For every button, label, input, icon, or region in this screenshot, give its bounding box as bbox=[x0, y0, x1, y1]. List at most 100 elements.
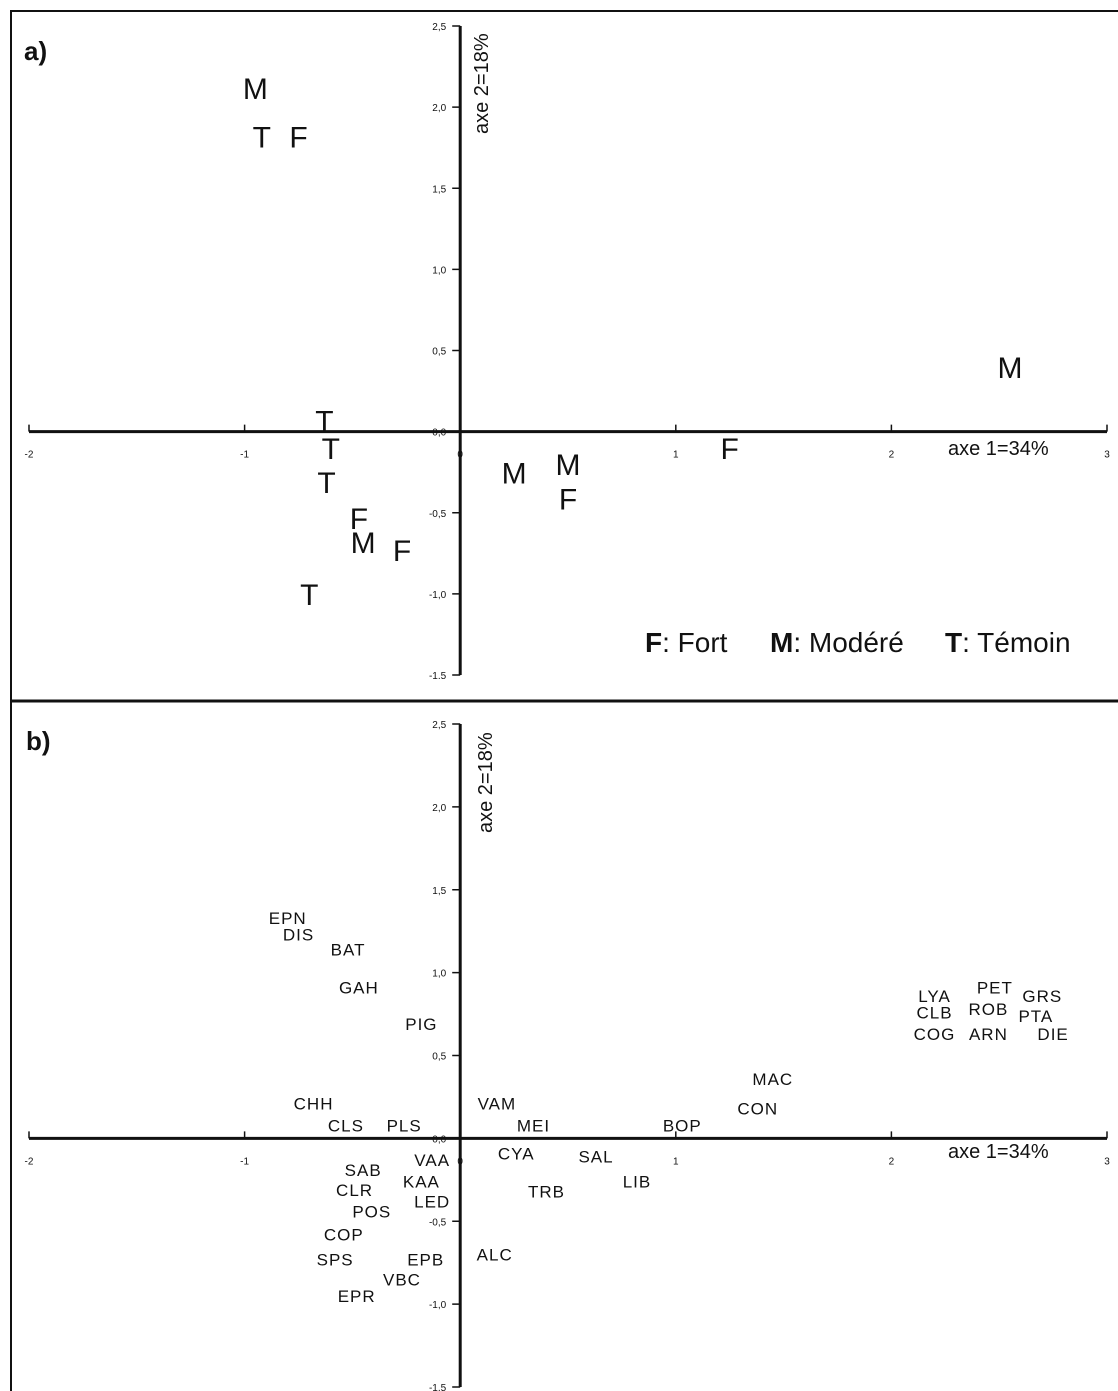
x-tick-label: 3 bbox=[1104, 450, 1110, 461]
panel-a-y-axis-title: axe 2=18% bbox=[471, 33, 493, 134]
legend-fort: F: Fort bbox=[645, 627, 728, 658]
species-point-kaa: KAA bbox=[403, 1173, 440, 1192]
legend-modere: M: Modéré bbox=[770, 627, 904, 658]
panel-b-x-axis-title: axe 1=34% bbox=[948, 1141, 1049, 1163]
species-point-pig: PIG bbox=[405, 1015, 437, 1034]
species-point-vam: VAM bbox=[478, 1095, 517, 1114]
species-point-cya: CYA bbox=[498, 1144, 535, 1163]
species-point-epr: EPR bbox=[338, 1287, 376, 1306]
species-point-pta: PTA bbox=[1018, 1007, 1053, 1026]
site-point-m: M bbox=[351, 527, 376, 560]
y-tick-label: 2,0 bbox=[432, 803, 446, 814]
x-tick-label: 1 bbox=[673, 1156, 679, 1167]
species-point-led: LED bbox=[414, 1193, 450, 1212]
site-point-f: F bbox=[289, 121, 307, 154]
species-point-bop: BOP bbox=[663, 1116, 702, 1135]
site-point-f: F bbox=[721, 433, 739, 466]
x-tick-label: 0 bbox=[457, 450, 463, 461]
panel-a-label: a) bbox=[24, 36, 47, 66]
species-point-pet: PET bbox=[977, 979, 1013, 998]
site-point-m: M bbox=[556, 449, 581, 482]
site-point-f: F bbox=[393, 535, 411, 568]
panel-b-y-axis-title: axe 2=18% bbox=[475, 732, 497, 833]
x-tick-label: -2 bbox=[25, 1156, 34, 1167]
site-point-f: F bbox=[350, 503, 368, 536]
figure-frame bbox=[10, 10, 1118, 1391]
y-tick-label: 0,5 bbox=[432, 347, 446, 358]
site-point-t: T bbox=[322, 433, 340, 466]
species-point-cog: COG bbox=[914, 1025, 956, 1044]
y-tick-label: -1,5 bbox=[429, 1383, 447, 1391]
y-tick-label: 0,0 bbox=[432, 428, 446, 439]
species-point-pos: POS bbox=[352, 1202, 391, 1221]
y-tick-label: 2,5 bbox=[432, 22, 446, 33]
site-point-f: F bbox=[559, 483, 577, 516]
species-point-cls: CLS bbox=[328, 1116, 364, 1135]
species-point-con: CON bbox=[737, 1100, 778, 1119]
legend-temoin-text: : Témoin bbox=[962, 627, 1070, 658]
x-tick-label: 1 bbox=[673, 450, 679, 461]
panel-a-site-ordination: a) -2 -1 0 1 2 3 2,5 2,0 1,5 1,0 0,5 0,0 -0,5 -1,0 -1.… bbox=[24, 22, 1110, 682]
y-tick-label: -1,0 bbox=[429, 590, 447, 601]
legend-modere-text: : Modéré bbox=[793, 627, 904, 658]
species-point-chh: CHH bbox=[294, 1095, 334, 1114]
species-point-arn: ARN bbox=[969, 1025, 1008, 1044]
x-tick-label: 2 bbox=[889, 450, 895, 461]
species-point-grs: GRS bbox=[1022, 987, 1062, 1006]
y-tick-label: 1,0 bbox=[432, 265, 446, 276]
site-point-t: T bbox=[300, 579, 318, 612]
species-point-mac: MAC bbox=[752, 1070, 793, 1089]
species-point-cop: COP bbox=[324, 1226, 364, 1245]
y-tick-label: -1.5 bbox=[429, 671, 447, 682]
x-tick-label: 2 bbox=[889, 1156, 895, 1167]
species-point-sps: SPS bbox=[317, 1251, 354, 1270]
species-point-gah: GAH bbox=[339, 979, 379, 998]
site-point-t: T bbox=[315, 405, 333, 438]
species-point-alc: ALC bbox=[477, 1246, 513, 1265]
x-tick-label: 0 bbox=[457, 1156, 463, 1167]
y-tick-label: 1,5 bbox=[432, 184, 446, 195]
y-tick-label: 1,5 bbox=[432, 886, 446, 897]
panel-b-species-ordination: b) -2 -1 0 1 2 3 2,5 2,0 1,5 1,0 0,5 0,0 -0,5 -1,0 -1,… bbox=[25, 720, 1111, 1391]
site-point-m: M bbox=[502, 457, 527, 490]
panel-a-axes: -2 -1 0 1 2 3 2,5 2,0 1,5 1,0 0,5 0,0 -0,5 -1,0 -1.5 bbox=[25, 22, 1111, 682]
y-tick-label: -1,0 bbox=[429, 1300, 447, 1311]
species-point-trb: TRB bbox=[528, 1183, 565, 1202]
x-tick-label: -1 bbox=[240, 450, 249, 461]
x-tick-label: -1 bbox=[240, 1156, 249, 1167]
species-point-clb: CLB bbox=[916, 1004, 952, 1023]
y-tick-label: 0,5 bbox=[432, 1052, 446, 1063]
panel-a-x-axis-title: axe 1=34% bbox=[948, 438, 1049, 460]
y-tick-label: 2,5 bbox=[432, 720, 446, 731]
species-point-die: DIE bbox=[1037, 1025, 1068, 1044]
species-point-bat: BAT bbox=[331, 941, 366, 960]
site-point-t: T bbox=[317, 467, 335, 500]
legend-temoin: T: Témoin bbox=[945, 627, 1071, 658]
panel-a-legend: F: Fort M: Modéré T: Témoin bbox=[645, 627, 1071, 658]
species-point-sab: SAB bbox=[345, 1161, 382, 1180]
species-point-epn: EPN bbox=[269, 909, 307, 928]
legend-fort-key: F bbox=[645, 627, 662, 658]
species-point-mei: MEI bbox=[517, 1116, 550, 1135]
panel-b-label: b) bbox=[26, 726, 51, 756]
species-point-clr: CLR bbox=[336, 1181, 373, 1200]
species-point-sal: SAL bbox=[578, 1148, 613, 1167]
species-point-epb: EPB bbox=[407, 1251, 444, 1270]
x-tick-label: 3 bbox=[1104, 1156, 1110, 1167]
species-point-vbc: VBC bbox=[383, 1270, 421, 1289]
species-point-pls: PLS bbox=[387, 1116, 422, 1135]
y-tick-label: -0,5 bbox=[429, 1217, 447, 1228]
panel-b-axes: -2 -1 0 1 2 3 2,5 2,0 1,5 1,0 0,5 0,0 -0,5 -1,0 -1,5 bbox=[25, 720, 1111, 1391]
y-tick-label: 1,0 bbox=[432, 969, 446, 980]
legend-fort-text: : Fort bbox=[662, 627, 728, 658]
y-tick-label: -0,5 bbox=[429, 509, 447, 520]
species-point-lya: LYA bbox=[918, 987, 951, 1006]
species-point-dis: DIS bbox=[283, 926, 314, 945]
site-point-t: T bbox=[253, 121, 271, 154]
y-tick-label: 0,0 bbox=[432, 1134, 446, 1145]
x-tick-label: -2 bbox=[25, 450, 34, 461]
y-tick-label: 2,0 bbox=[432, 103, 446, 114]
